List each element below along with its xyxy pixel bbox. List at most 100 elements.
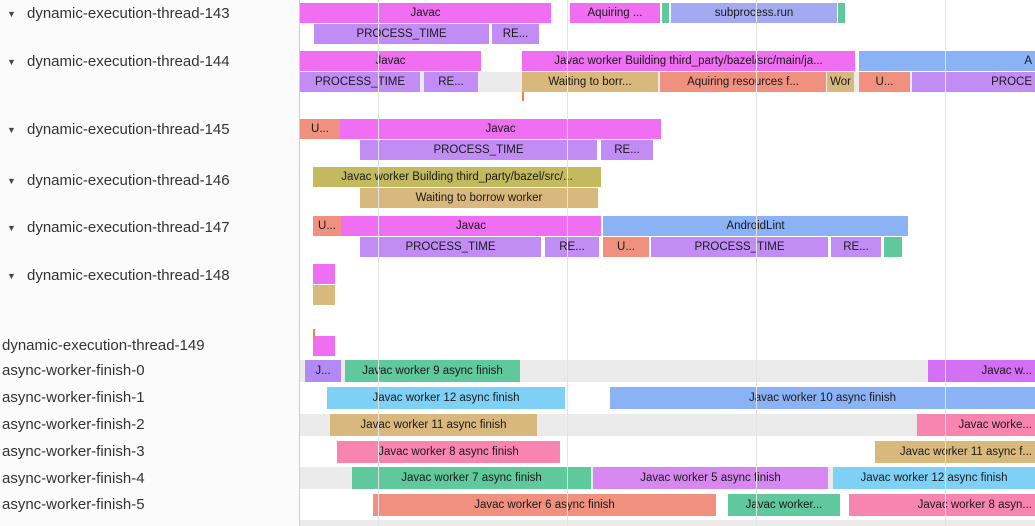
track-name-label: async-worker-finish-3 (2, 443, 145, 460)
trace-slice[interactable]: Waiting to borrow worker (360, 188, 598, 208)
slice-label: Javac worker... (745, 499, 823, 511)
slice-label: U... (318, 220, 336, 232)
trace-slice[interactable]: Javac worker 9 async finish (345, 360, 520, 382)
slice-label: RE... (559, 241, 585, 253)
track-name-dynamic-execution-thread-146[interactable]: ▼ dynamic-execution-thread-146 (0, 170, 299, 191)
track-name-async-worker-finish-4[interactable]: async-worker-finish-4 (0, 468, 299, 489)
expand-arrow-icon[interactable]: ▼ (7, 9, 16, 19)
trace-slice[interactable]: U... (859, 72, 910, 92)
trace-slice[interactable] (838, 3, 845, 23)
track-row: U... Javac AndroidLint (300, 216, 1035, 236)
trace-slice[interactable]: RE... (492, 24, 539, 44)
slice-label: Javac worker 12 async finish (860, 472, 1008, 484)
slice-label: subprocess.run (714, 7, 794, 19)
slice-label: U... (617, 241, 635, 253)
trace-slice[interactable]: Javac worke... (917, 414, 1035, 436)
slice-label: RE... (843, 241, 869, 253)
trace-slice[interactable]: PROCESS_TIME (360, 140, 597, 160)
expand-arrow-icon[interactable]: ▼ (7, 271, 16, 281)
trace-slice[interactable]: Javac worker 12 async finish (327, 387, 565, 409)
trace-slice[interactable]: Javac worker 12 async finish (833, 467, 1035, 489)
trace-slice[interactable]: U... (313, 216, 341, 236)
trace-slice[interactable]: J... (305, 360, 341, 382)
trace-slice[interactable]: PROCESS_TIME (300, 72, 420, 92)
trace-slice[interactable]: AndroidLint (603, 216, 908, 236)
trace-slice[interactable]: Wor (827, 72, 854, 92)
slice-label: AndroidLint (726, 220, 784, 232)
trace-slice[interactable]: RE... (601, 140, 653, 160)
trace-slice[interactable]: Javac (340, 119, 661, 139)
trace-slice[interactable]: PROCESS_TIME (360, 237, 541, 257)
trace-slice[interactable]: PROCE (912, 72, 1035, 92)
expand-arrow-icon[interactable]: ▼ (7, 223, 16, 233)
trace-slice[interactable]: RE... (424, 72, 478, 92)
timeline-canvas[interactable]: Javac Aquiring ... subprocess.run PROCESS_T… (300, 0, 1035, 526)
track-name-dynamic-execution-thread-148[interactable]: ▼ dynamic-execution-thread-148 (0, 265, 299, 286)
trace-slice[interactable]: Javac worker 8 asyn... (849, 494, 1035, 516)
trace-slice[interactable]: PROCESS_TIME (651, 237, 828, 257)
trace-slice[interactable]: U... (300, 119, 340, 139)
trace-slice[interactable]: Javac (341, 216, 601, 236)
trace-slice[interactable]: Javac worker 6 async finish (373, 494, 716, 516)
trace-slice[interactable]: Javac worker Building third_party/bazel/… (313, 167, 601, 187)
slice-label: Waiting to borr... (548, 76, 632, 88)
trace-slice[interactable]: Javac (300, 3, 551, 23)
trace-slice[interactable]: Javac worker... (728, 494, 840, 516)
trace-slice[interactable]: Javac worker Building third_party/bazel/… (522, 51, 855, 71)
trace-slice[interactable]: U... (603, 237, 649, 257)
track-row: Javac Aquiring ... subprocess.run (300, 3, 1035, 23)
trace-slice[interactable]: Javac worker 10 async finish (610, 387, 1035, 409)
trace-slice[interactable] (662, 3, 669, 23)
trace-slice[interactable]: Javac w... (928, 360, 1035, 382)
track-name-dynamic-execution-thread-143[interactable]: ▼ dynamic-execution-thread-143 (0, 3, 299, 24)
trace-slice[interactable]: Javac (300, 51, 481, 71)
track-name-async-worker-finish-5[interactable]: async-worker-finish-5 (0, 494, 299, 515)
slice-label: Javac worke... (958, 419, 1033, 431)
track-name-label: dynamic-execution-thread-145 (27, 121, 230, 138)
trace-tick[interactable] (313, 329, 315, 338)
trace-slice[interactable]: PROCESS_TIME (314, 24, 489, 44)
trace-slice[interactable] (884, 237, 902, 257)
track-name-async-worker-finish-2[interactable]: async-worker-finish-2 (0, 414, 299, 435)
track-name-async-worker-finish-0[interactable]: async-worker-finish-0 (0, 360, 299, 381)
trace-slice[interactable]: Waiting to borr... (522, 72, 658, 92)
track-name-async-worker-finish-1[interactable]: async-worker-finish-1 (0, 387, 299, 408)
expand-arrow-icon[interactable]: ▼ (7, 176, 16, 186)
slice-label: Javac worker 8 asyn... (917, 499, 1032, 511)
trace-slice[interactable]: A (859, 51, 1035, 71)
track-name-dynamic-execution-thread-149[interactable]: dynamic-execution-thread-149 (0, 335, 299, 356)
trace-slice[interactable]: Javac worker 11 async f... (875, 441, 1035, 463)
track-row (300, 520, 1035, 526)
trace-slice[interactable]: Javac worker 5 async finish (593, 467, 828, 489)
trace-slice[interactable] (313, 285, 335, 305)
slice-label: RE... (614, 144, 640, 156)
trace-slice[interactable]: Aquiring resources f... (660, 72, 826, 92)
track-name-label: async-worker-finish-0 (2, 362, 145, 379)
trace-slice[interactable]: Javac worker 8 async finish (337, 441, 560, 463)
trace-slice[interactable] (313, 264, 335, 284)
track-row: Javac worker 11 async finish Javac worke.… (300, 414, 1035, 436)
slice-label: Javac worker 7 async finish (401, 472, 542, 484)
trace-slice[interactable]: Javac worker 11 async finish (330, 414, 537, 436)
slice-label: PROCESS_TIME (314, 76, 406, 88)
expand-arrow-icon[interactable]: ▼ (7, 125, 16, 135)
track-name-panel: ▼ dynamic-execution-thread-143 ▼ dynamic-ex… (0, 0, 300, 526)
trace-slice[interactable] (313, 336, 335, 356)
track-row: Javac worker Building third_party/bazel/… (300, 167, 1035, 187)
trace-slice[interactable]: Javac worker 7 async finish (352, 467, 591, 489)
trace-slice[interactable]: RE... (545, 237, 599, 257)
trace-tick[interactable] (522, 92, 524, 101)
track-name-label: dynamic-execution-thread-144 (27, 53, 230, 70)
trace-slice[interactable]: subprocess.run (671, 3, 837, 23)
slice-label: Javac (455, 220, 487, 232)
track-name-dynamic-execution-thread-147[interactable]: ▼ dynamic-execution-thread-147 (0, 217, 299, 238)
expand-arrow-icon[interactable]: ▼ (7, 57, 16, 67)
trace-slice[interactable]: Aquiring ... (570, 3, 660, 23)
track-name-label: dynamic-execution-thread-148 (27, 267, 230, 284)
track-name-dynamic-execution-thread-145[interactable]: ▼ dynamic-execution-thread-145 (0, 119, 299, 140)
trace-slice[interactable]: RE... (831, 237, 881, 257)
slice-label: Javac w... (981, 365, 1033, 377)
track-name-dynamic-execution-thread-144[interactable]: ▼ dynamic-execution-thread-144 (0, 51, 299, 72)
track-name-async-worker-finish-3[interactable]: async-worker-finish-3 (0, 441, 299, 462)
